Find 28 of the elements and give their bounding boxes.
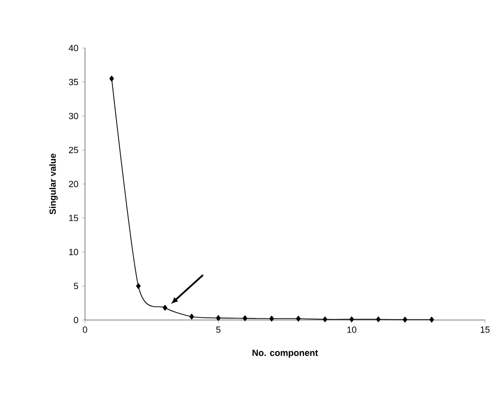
point xyxy=(322,316,328,322)
x-tick-label: 0 xyxy=(82,326,88,333)
point xyxy=(136,283,141,289)
point xyxy=(216,315,221,321)
y-tick-label: 40 xyxy=(68,44,78,52)
point xyxy=(429,316,434,323)
point xyxy=(349,316,354,322)
y-tick-label: 35 xyxy=(68,78,78,86)
y-tick-label: 5 xyxy=(74,282,78,290)
x-axis-title: No. component xyxy=(252,350,318,358)
point xyxy=(242,315,248,322)
point xyxy=(109,76,114,82)
point xyxy=(296,316,301,322)
y-axis-title: Singular value xyxy=(49,154,58,214)
y-tick-label: 25 xyxy=(68,146,78,154)
y-tick-label: 0 xyxy=(74,316,78,324)
y-tick-label: 20 xyxy=(68,180,78,188)
point xyxy=(189,314,194,320)
y-tick-label: 30 xyxy=(68,112,78,120)
x-tick-label: 5 xyxy=(216,326,220,333)
point xyxy=(376,316,381,322)
y-tick-label: 15 xyxy=(69,214,78,222)
x-tick-label: 15 xyxy=(480,326,490,333)
x-tick-label: 10 xyxy=(347,326,356,333)
y-tick-label: 10 xyxy=(69,248,78,256)
point xyxy=(269,316,274,322)
point xyxy=(402,316,408,323)
point xyxy=(162,304,168,311)
